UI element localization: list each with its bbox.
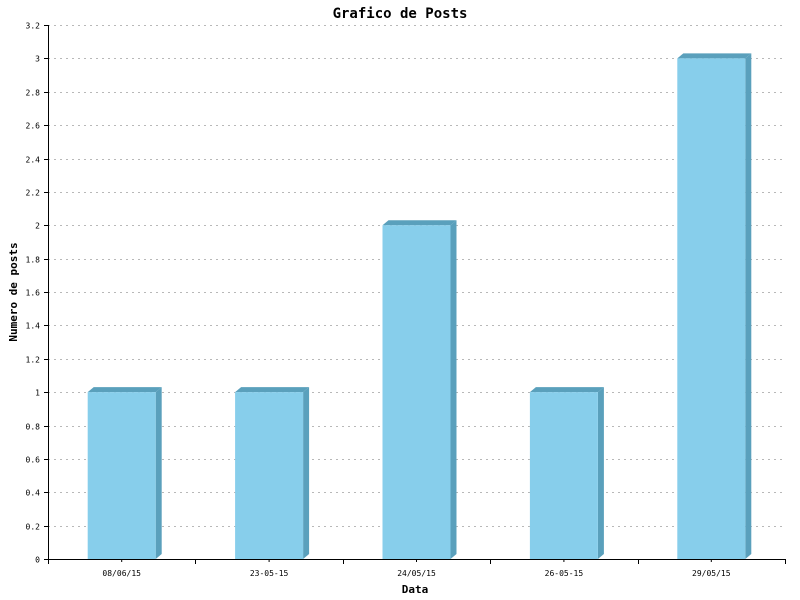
bar-top	[235, 387, 310, 393]
bar-front	[235, 392, 304, 559]
bar-top	[87, 387, 162, 393]
y-tick-label: 1.6	[26, 289, 41, 298]
x-tick-label: 23-05-15	[250, 569, 289, 578]
bar-front	[677, 58, 746, 559]
y-axis-label: Numero de posts	[7, 242, 20, 341]
y-tick-label: 1.2	[26, 356, 41, 365]
y-tick-label: 2.6	[26, 122, 41, 131]
bar-side	[597, 387, 604, 559]
y-tick-label: 2.8	[26, 89, 41, 98]
y-tick-label: 2	[35, 222, 40, 231]
bar	[677, 53, 752, 559]
y-tick-label: 0.6	[26, 456, 41, 465]
chart-title: Grafico de Posts	[333, 6, 468, 22]
bar-side	[155, 387, 162, 559]
y-tick-label: 2.2	[26, 189, 41, 198]
y-tick-label: 1	[35, 389, 40, 398]
bar-front	[382, 225, 451, 559]
x-tick-label: 08/06/15	[102, 569, 141, 578]
x-tick-label: 24/05/15	[397, 569, 436, 578]
y-tick-label: 0	[35, 556, 40, 565]
bar-top	[382, 220, 457, 226]
bar-side	[450, 220, 457, 559]
bar	[235, 387, 310, 559]
bars	[87, 53, 752, 559]
x-tick-label: 29/05/15	[692, 569, 731, 578]
y-tick-label: 2.4	[26, 156, 41, 165]
y-tick-label: 3.2	[26, 22, 41, 31]
bar	[529, 387, 604, 559]
bar	[382, 220, 457, 559]
x-tick-label: 26-05-15	[545, 569, 584, 578]
x-axis-ticks: 08/06/15 23-05-15 24/05/15 26-05-15 29/05/15	[48, 559, 786, 578]
bar-side	[303, 387, 310, 559]
bar-side	[745, 53, 752, 559]
y-tick-label: 1.8	[26, 256, 41, 265]
y-tick-label: 1.4	[26, 322, 41, 331]
y-tick-label: 0.2	[26, 523, 41, 532]
bar-front	[87, 392, 156, 559]
bar	[87, 387, 162, 559]
y-axis-ticks: 0 0.2 0.4 0.6 0.8 1 1.2 1.4 1.6 1.8 2 2.2 2.4 2.6 2.8 3…	[26, 22, 48, 565]
bar-top	[677, 53, 752, 59]
y-tick-label: 0.4	[26, 489, 41, 498]
y-tick-label: 0.8	[26, 423, 41, 432]
bar-front	[529, 392, 598, 559]
bar-top	[529, 387, 604, 393]
y-tick-label: 3	[35, 55, 40, 64]
x-axis-label: Data	[402, 583, 429, 596]
